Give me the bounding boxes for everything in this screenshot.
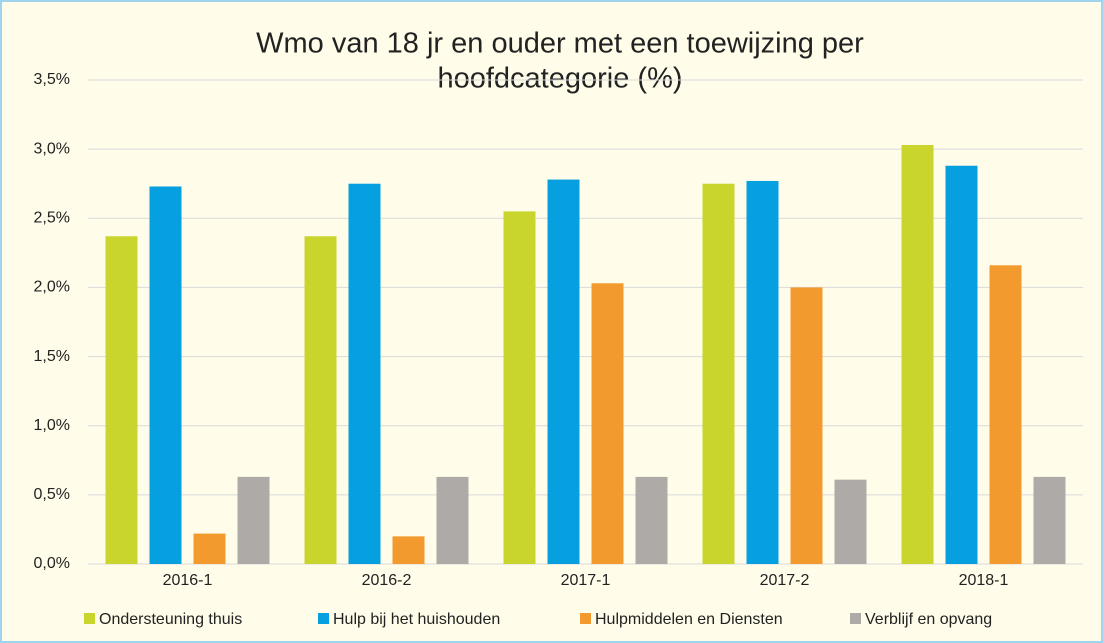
- y-tick-label: 2,5%: [34, 210, 70, 227]
- y-tick-label: 1,0%: [34, 417, 70, 434]
- x-tick-label: 2017-2: [760, 572, 810, 589]
- x-tick-label: 2018-1: [959, 572, 1009, 589]
- bar: [790, 287, 823, 564]
- legend-swatch: [318, 613, 329, 624]
- bar: [237, 476, 270, 564]
- y-tick-label: 0,5%: [34, 486, 70, 503]
- bar: [392, 536, 425, 564]
- bar: [105, 236, 138, 564]
- bar: [591, 283, 624, 564]
- legend-label: Ondersteuning thuis: [99, 611, 242, 628]
- bar: [746, 180, 779, 564]
- bar: [436, 476, 469, 564]
- bar: [304, 236, 337, 564]
- bar: [193, 533, 226, 564]
- y-tick-label: 3,5%: [34, 71, 70, 88]
- bar: [1033, 476, 1066, 564]
- y-tick-label: 1,5%: [34, 348, 70, 365]
- bar: [503, 211, 536, 564]
- chart-title: Wmo van 18 jr en ouder met een toewijzin…: [256, 28, 864, 60]
- bar: [989, 265, 1022, 564]
- legend-label: Hulpmiddelen en Diensten: [595, 611, 783, 628]
- bar: [635, 476, 668, 564]
- y-tick-label: 3,0%: [34, 140, 70, 157]
- bar: [945, 165, 978, 565]
- legend-swatch: [850, 613, 861, 624]
- legend-swatch: [580, 613, 591, 624]
- legend-label: Hulp bij het huishouden: [333, 611, 500, 628]
- bar: [834, 479, 867, 564]
- x-tick-label: 2017-1: [561, 572, 611, 589]
- legend-swatch: [84, 613, 95, 624]
- bar: [149, 186, 182, 565]
- x-tick-label: 2016-1: [163, 572, 213, 589]
- bar: [901, 144, 934, 564]
- y-tick-label: 0,0%: [34, 555, 70, 572]
- legend-label: Verblijf en opvang: [865, 611, 992, 628]
- bar: [348, 183, 381, 564]
- y-tick-label: 2,0%: [34, 279, 70, 296]
- bar: [547, 179, 580, 564]
- chart-title: hoofdcategorie (%): [437, 63, 682, 95]
- x-tick-label: 2016-2: [362, 572, 412, 589]
- bar: [702, 183, 735, 564]
